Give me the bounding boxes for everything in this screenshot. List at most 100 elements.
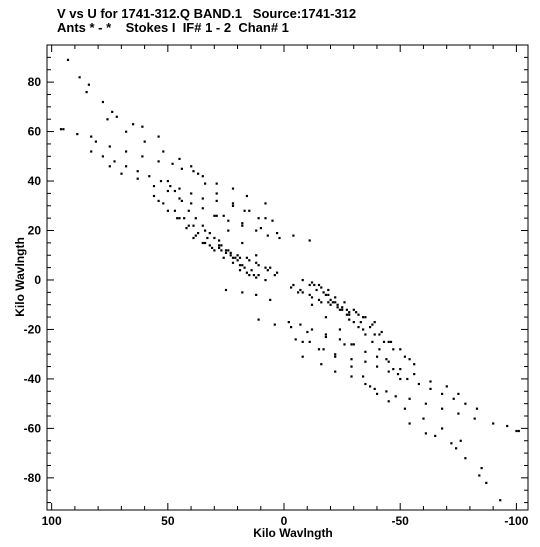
uv-point <box>399 377 402 381</box>
uv-point <box>357 326 360 329</box>
uv-point <box>352 343 355 346</box>
uv-point <box>385 390 388 393</box>
uv-point <box>350 365 353 368</box>
uv-point <box>248 259 251 262</box>
uv-point <box>85 91 88 94</box>
uv-point <box>364 360 367 363</box>
uv-point <box>301 340 304 343</box>
uv-point <box>324 293 327 296</box>
uv-point <box>204 241 207 245</box>
uv-point <box>76 133 79 136</box>
uv-point <box>310 328 314 331</box>
uv-point <box>429 380 432 383</box>
uv-point <box>243 266 246 269</box>
uv-point <box>355 311 358 314</box>
uv-point <box>183 217 186 220</box>
y-tick-label: 0 <box>34 273 41 287</box>
uv-point <box>276 232 279 235</box>
uv-point <box>243 209 246 212</box>
uv-point <box>294 338 297 341</box>
uv-point <box>215 199 218 202</box>
uv-point <box>373 333 376 336</box>
uv-point <box>178 157 181 160</box>
uv-point <box>271 219 274 222</box>
uv-point <box>327 293 330 296</box>
uv-point <box>238 264 242 267</box>
uv-point <box>338 308 341 311</box>
uv-point <box>403 355 406 358</box>
uv-point <box>313 283 316 287</box>
uv-point <box>222 256 225 259</box>
uv-point <box>269 298 272 301</box>
uv-point <box>506 424 509 428</box>
uv-point <box>78 76 81 79</box>
uv-point <box>248 274 251 277</box>
uv-point <box>190 202 193 205</box>
uv-point <box>208 232 211 235</box>
uv-point <box>152 185 156 188</box>
uv-point <box>345 308 348 311</box>
uv-point <box>387 400 390 403</box>
uv-point <box>245 256 248 259</box>
uv-point <box>90 150 93 153</box>
uv-point <box>180 167 183 170</box>
uv-point <box>224 251 228 254</box>
uv-point <box>310 281 314 284</box>
uv-point <box>317 283 321 287</box>
uv-point <box>101 100 104 104</box>
uv-point <box>245 194 248 198</box>
uv-point <box>90 135 93 138</box>
uv-point <box>343 301 346 304</box>
uv-point <box>255 293 258 296</box>
uv-point <box>204 182 207 185</box>
uv-point <box>278 236 281 240</box>
uv-point <box>408 358 411 361</box>
uv-point <box>125 165 128 168</box>
uv-point <box>162 202 165 205</box>
plot-frame <box>46 44 529 511</box>
uv-point <box>396 373 400 376</box>
uv-point <box>327 288 330 292</box>
uv-point <box>215 192 218 195</box>
y-tick-label: -40 <box>24 372 42 386</box>
uv-point <box>362 375 365 378</box>
uv-point <box>231 204 235 207</box>
uv-point <box>334 353 337 356</box>
uv-point <box>264 202 267 205</box>
uv-point <box>299 288 302 292</box>
uv-point <box>359 321 362 324</box>
uv-point <box>227 219 230 222</box>
uv-point <box>317 348 321 351</box>
uv-point <box>190 165 193 168</box>
uv-point <box>166 189 169 193</box>
uv-point <box>408 397 411 400</box>
uv-point <box>329 303 332 306</box>
uv-point <box>113 160 116 163</box>
uv-point <box>441 392 444 395</box>
y-tick-label: -80 <box>24 471 42 485</box>
uv-point <box>236 254 239 257</box>
uv-point <box>178 217 181 220</box>
uv-point <box>224 288 228 292</box>
uv-point <box>125 130 128 133</box>
axis-ticks <box>47 45 528 510</box>
uv-point <box>341 308 344 311</box>
uv-point <box>157 160 160 163</box>
uv-point <box>334 301 337 304</box>
uv-point <box>341 306 344 309</box>
uv-point <box>378 333 381 336</box>
uv-point <box>213 236 216 240</box>
uv-point <box>257 264 260 267</box>
y-axis-label: Kilo Wavlngth <box>13 237 27 317</box>
uv-point <box>297 291 300 294</box>
uv-point <box>234 256 237 259</box>
uv-point <box>373 321 376 324</box>
uv-point <box>171 162 174 165</box>
uv-point <box>387 360 390 363</box>
uv-point <box>350 375 353 378</box>
uv-point <box>201 197 204 200</box>
uv-point <box>66 58 70 61</box>
uv-point <box>394 395 397 398</box>
uv-point <box>334 296 337 299</box>
